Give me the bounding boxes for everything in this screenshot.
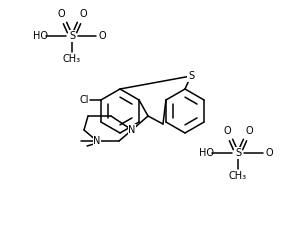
- Text: O: O: [79, 9, 87, 19]
- Text: O: O: [223, 126, 231, 136]
- Text: HO: HO: [33, 31, 47, 41]
- Text: Cl: Cl: [79, 95, 89, 105]
- Text: HO: HO: [198, 148, 214, 158]
- Text: O: O: [98, 31, 106, 41]
- Text: N: N: [128, 125, 136, 135]
- Text: CH₃: CH₃: [229, 171, 247, 181]
- Text: O: O: [57, 9, 65, 19]
- Text: O: O: [245, 126, 253, 136]
- Text: S: S: [235, 148, 241, 158]
- Text: N: N: [93, 136, 101, 146]
- Text: CH₃: CH₃: [63, 54, 81, 64]
- Text: S: S: [69, 31, 75, 41]
- Text: O: O: [265, 148, 273, 158]
- Text: S: S: [188, 71, 194, 81]
